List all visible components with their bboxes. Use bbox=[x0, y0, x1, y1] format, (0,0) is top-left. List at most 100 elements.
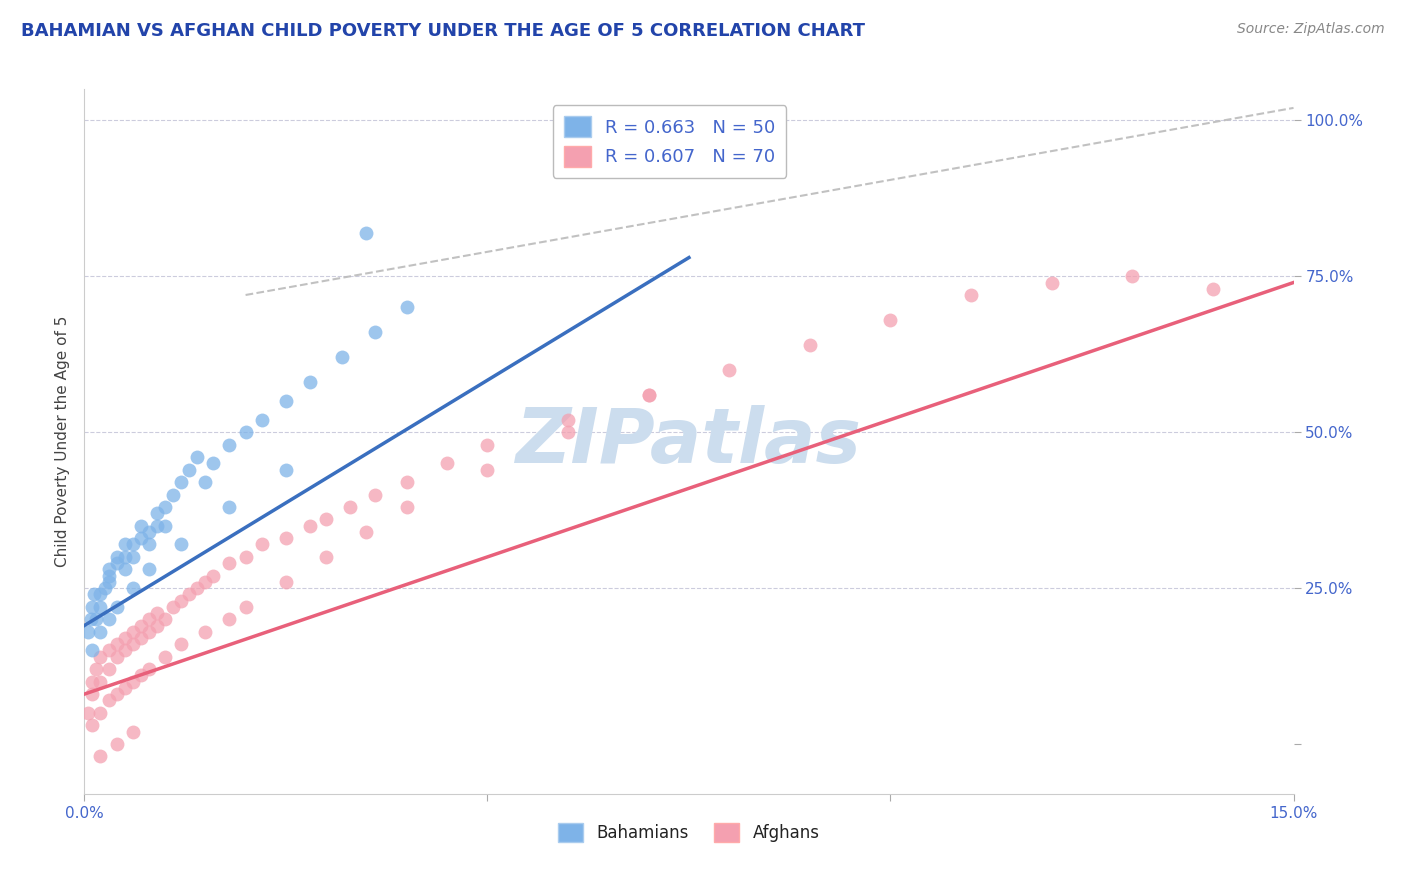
Point bbox=[718, 363, 741, 377]
Point bbox=[97, 612, 120, 626]
Point bbox=[557, 425, 579, 440]
Point bbox=[363, 487, 385, 501]
Point bbox=[105, 599, 128, 614]
Point bbox=[89, 587, 111, 601]
Point bbox=[356, 226, 378, 240]
Point bbox=[129, 668, 152, 682]
Point bbox=[121, 581, 143, 595]
Point bbox=[477, 462, 499, 476]
Point bbox=[114, 562, 136, 576]
Point bbox=[121, 637, 143, 651]
Point bbox=[80, 612, 103, 626]
Point bbox=[105, 687, 128, 701]
Point bbox=[89, 706, 111, 720]
Point bbox=[202, 568, 225, 582]
Point bbox=[129, 531, 152, 545]
Point bbox=[153, 612, 176, 626]
Point bbox=[235, 425, 257, 440]
Point bbox=[82, 599, 104, 614]
Point bbox=[138, 562, 160, 576]
Point bbox=[83, 587, 105, 601]
Point bbox=[436, 456, 458, 470]
Point bbox=[274, 574, 297, 589]
Point bbox=[146, 606, 169, 620]
Point bbox=[153, 649, 176, 664]
Point bbox=[82, 718, 104, 732]
Point bbox=[121, 674, 143, 689]
Point bbox=[274, 394, 297, 409]
Point bbox=[105, 556, 128, 570]
Point bbox=[138, 662, 160, 676]
Point bbox=[138, 612, 160, 626]
Point bbox=[114, 643, 136, 657]
Point bbox=[82, 687, 104, 701]
Point bbox=[194, 624, 217, 639]
Point bbox=[170, 537, 193, 551]
Point bbox=[218, 500, 240, 514]
Point bbox=[121, 724, 143, 739]
Point bbox=[395, 301, 418, 315]
Point bbox=[105, 637, 128, 651]
Point bbox=[356, 524, 378, 539]
Point bbox=[799, 338, 821, 352]
Text: Source: ZipAtlas.com: Source: ZipAtlas.com bbox=[1237, 22, 1385, 37]
Point bbox=[114, 537, 136, 551]
Point bbox=[105, 549, 128, 564]
Point bbox=[121, 537, 143, 551]
Point bbox=[170, 593, 193, 607]
Point bbox=[77, 624, 100, 639]
Point bbox=[274, 462, 297, 476]
Point bbox=[89, 599, 111, 614]
Point bbox=[97, 662, 120, 676]
Point bbox=[129, 618, 152, 632]
Point bbox=[146, 618, 169, 632]
Point bbox=[179, 462, 201, 476]
Point bbox=[218, 556, 240, 570]
Point bbox=[105, 649, 128, 664]
Point bbox=[170, 475, 193, 489]
Point bbox=[637, 388, 659, 402]
Point bbox=[315, 549, 337, 564]
Point bbox=[146, 518, 169, 533]
Point bbox=[1202, 282, 1225, 296]
Point bbox=[138, 624, 160, 639]
Point bbox=[89, 749, 111, 764]
Legend: Bahamians, Afghans: Bahamians, Afghans bbox=[551, 816, 827, 849]
Point bbox=[97, 693, 120, 707]
Point bbox=[82, 674, 104, 689]
Point bbox=[121, 624, 143, 639]
Text: BAHAMIAN VS AFGHAN CHILD POVERTY UNDER THE AGE OF 5 CORRELATION CHART: BAHAMIAN VS AFGHAN CHILD POVERTY UNDER T… bbox=[21, 22, 865, 40]
Point bbox=[97, 562, 120, 576]
Y-axis label: Child Poverty Under the Age of 5: Child Poverty Under the Age of 5 bbox=[55, 316, 70, 567]
Point bbox=[97, 568, 120, 582]
Point bbox=[218, 612, 240, 626]
Point bbox=[121, 549, 143, 564]
Point bbox=[138, 537, 160, 551]
Point bbox=[339, 500, 361, 514]
Point bbox=[129, 631, 152, 645]
Point bbox=[1121, 269, 1143, 284]
Point bbox=[162, 487, 184, 501]
Point bbox=[960, 288, 983, 302]
Point bbox=[82, 643, 104, 657]
Point bbox=[395, 475, 418, 489]
Point bbox=[250, 413, 273, 427]
Point bbox=[186, 450, 208, 464]
Point bbox=[89, 624, 111, 639]
Point bbox=[93, 581, 115, 595]
Point bbox=[194, 574, 217, 589]
Point bbox=[202, 456, 225, 470]
Point bbox=[89, 674, 111, 689]
Point bbox=[153, 518, 176, 533]
Point bbox=[146, 506, 169, 520]
Point bbox=[1040, 276, 1063, 290]
Point bbox=[186, 581, 208, 595]
Point bbox=[89, 649, 111, 664]
Point bbox=[86, 662, 108, 676]
Point bbox=[250, 537, 273, 551]
Point bbox=[299, 376, 322, 390]
Point bbox=[138, 524, 160, 539]
Point bbox=[179, 587, 201, 601]
Point bbox=[879, 313, 901, 327]
Point bbox=[153, 500, 176, 514]
